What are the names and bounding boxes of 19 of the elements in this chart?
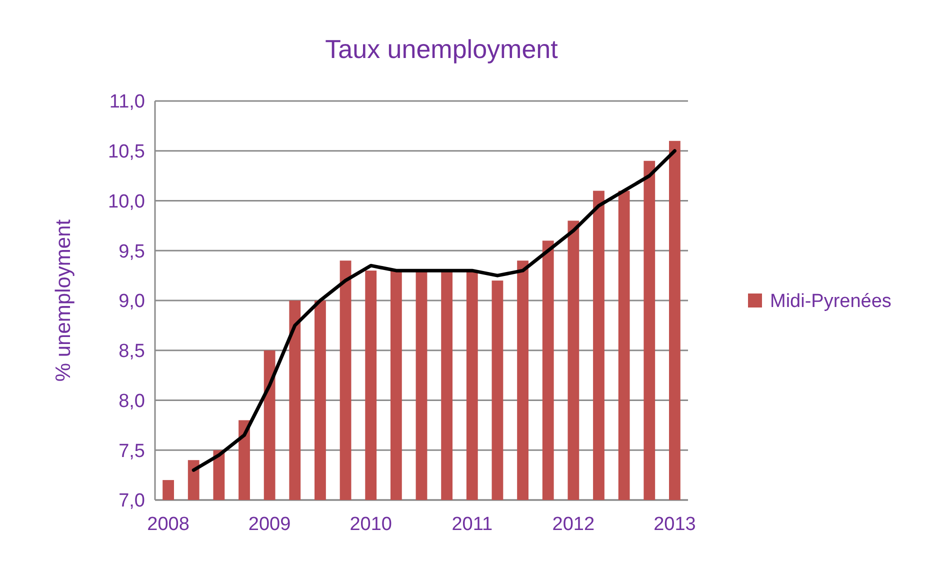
x-tick-label: 2008 — [147, 514, 190, 535]
legend-label: Midi-Pyrenées — [770, 291, 892, 312]
x-tick-label: 2013 — [654, 514, 696, 535]
chart-title: Taux unemployment — [325, 34, 559, 64]
y-tick-label: 8,0 — [118, 390, 145, 412]
x-tick-label: 2012 — [552, 514, 595, 535]
x-tick-label: 2009 — [248, 514, 291, 535]
y-tick-label: 11,0 — [109, 92, 145, 113]
y-tick-label: 10,5 — [108, 142, 145, 163]
y-tick-label: 9,0 — [118, 291, 145, 312]
y-tick-label: 7,0 — [118, 490, 145, 512]
y-tick-label: 8,5 — [118, 341, 145, 362]
y-tick-label: 9,5 — [118, 241, 145, 262]
y-tick-label: 10,0 — [108, 191, 145, 212]
y-tick-label: 7,5 — [118, 440, 145, 462]
x-tick-label: 2010 — [350, 514, 392, 535]
line-series — [192, 149, 676, 472]
y-axis-title: % unemployment — [52, 219, 75, 382]
x-tick-label: 2011 — [452, 514, 493, 535]
